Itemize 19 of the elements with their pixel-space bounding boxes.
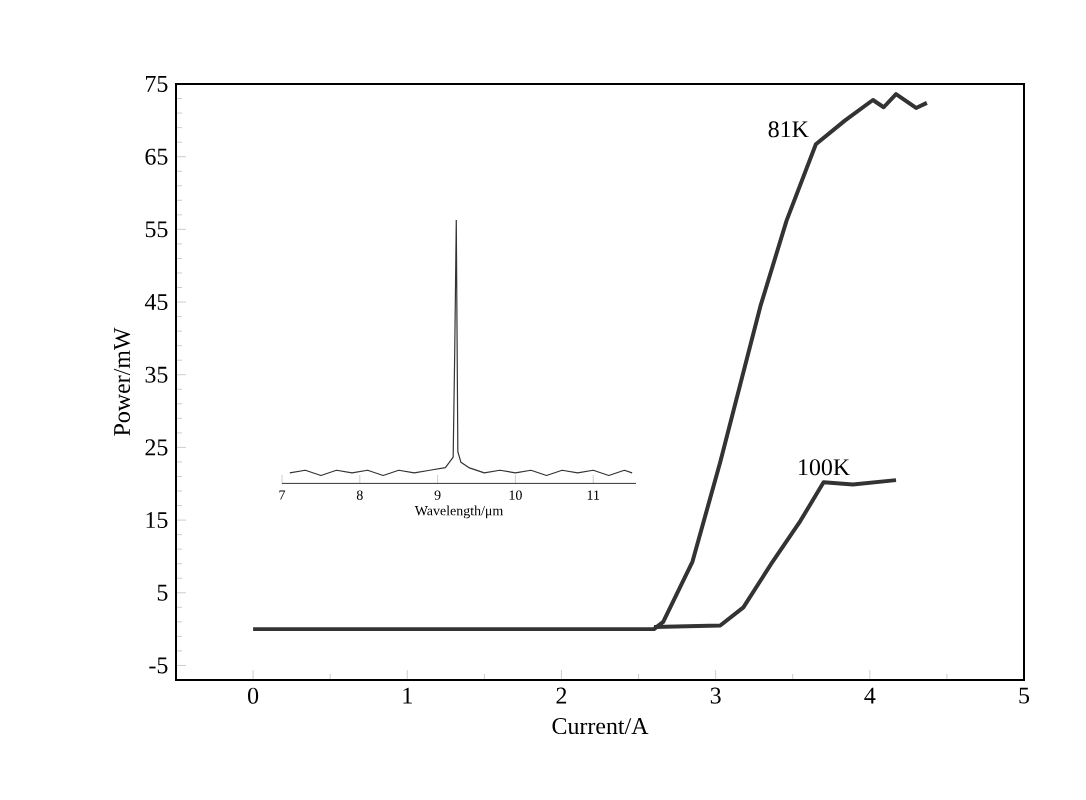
- x-axis-title: Current/A: [552, 718, 649, 735]
- y-tick-label: 35: [145, 366, 168, 383]
- y-axis-title: Power/mW: [114, 327, 131, 436]
- series-label: 81K: [768, 121, 809, 138]
- x-tick-label: 5: [1019, 687, 1030, 704]
- y-tick-label: -5: [149, 657, 168, 674]
- y-tick-label: 75: [146, 76, 168, 92]
- x-tick-label: 0: [248, 687, 259, 704]
- x-tick-label: 4: [864, 687, 876, 704]
- series-label: 100K: [799, 459, 850, 476]
- x-tick-label: 3: [710, 687, 721, 704]
- x-tick-label: 2: [556, 687, 567, 704]
- y-tick-label: 5: [157, 584, 168, 601]
- y-tick-label: 25: [145, 439, 168, 456]
- y-tick-label: 15: [146, 512, 168, 529]
- y-tick-label: 45: [144, 294, 168, 311]
- y-tick-label: 55: [145, 221, 168, 238]
- x-tick-label: 1: [403, 687, 412, 704]
- y-tick-label: 65: [145, 148, 168, 165]
